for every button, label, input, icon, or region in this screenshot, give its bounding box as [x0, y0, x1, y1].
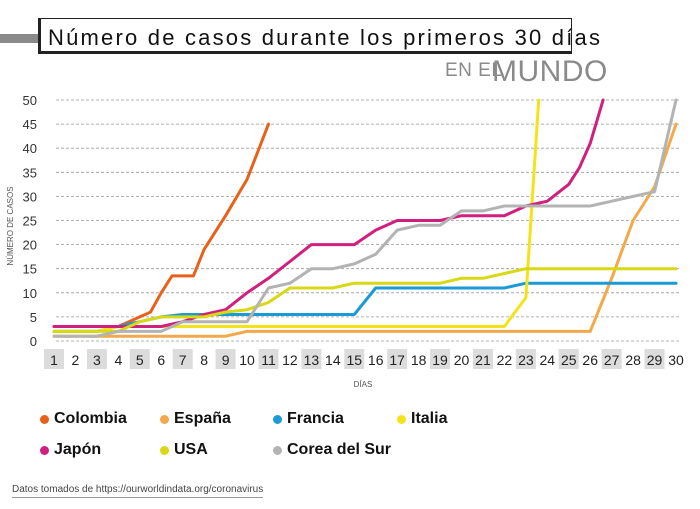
x-tick-label: 27 — [604, 352, 620, 368]
x-tick-label: 3 — [93, 352, 101, 368]
y-tick-label: 20 — [23, 238, 37, 253]
x-tick-label: 26 — [582, 352, 598, 368]
x-tick-shade — [258, 349, 279, 369]
legend-dot — [160, 414, 169, 424]
legend-item: USA — [160, 440, 208, 460]
x-tick-label: 22 — [497, 352, 513, 368]
legend-dot — [397, 414, 406, 424]
x-tick-label: 14 — [325, 352, 341, 368]
x-tick-label: 4 — [114, 352, 122, 368]
legend-dot — [40, 445, 49, 455]
title-accent-bar — [0, 34, 40, 43]
x-axis-label: DÍAS — [354, 380, 373, 389]
x-tick-shade — [172, 349, 193, 369]
y-tick-label: 10 — [23, 286, 37, 301]
x-tick-shade — [644, 349, 665, 369]
y-tick-label: 30 — [23, 189, 37, 204]
y-tick-label: 35 — [23, 165, 37, 180]
x-tick-shade — [430, 349, 451, 369]
title-frame — [38, 18, 572, 54]
legend-label: Italia — [411, 410, 448, 427]
y-tick-label: 15 — [23, 262, 37, 277]
x-tick-label: 9 — [222, 352, 230, 368]
x-tick-label: 8 — [200, 352, 208, 368]
x-tick-label: 15 — [346, 352, 362, 368]
x-tick-label: 17 — [389, 352, 405, 368]
x-tick-label: 25 — [561, 352, 577, 368]
series-line — [52, 98, 678, 338]
subtitle-main: MUNDO — [492, 55, 608, 88]
legend-label: USA — [174, 441, 208, 458]
legend-label: Colombia — [54, 410, 127, 427]
x-tick-label: 1 — [50, 352, 58, 368]
x-tick-label: 13 — [304, 352, 320, 368]
series-line — [52, 122, 270, 328]
x-tick-label: 16 — [368, 352, 384, 368]
y-axis-label: NÚMERO DE CASOS — [6, 186, 15, 265]
legend-item: Francia — [273, 409, 344, 429]
legend-label: Francia — [287, 410, 344, 427]
series-line — [52, 267, 678, 333]
y-tick-label: 40 — [23, 141, 37, 156]
x-tick-label: 12 — [282, 352, 298, 368]
x-tick-shade — [558, 349, 579, 369]
legend-dot — [160, 445, 169, 455]
source-note: Datos tomados de https://ourworldindata.… — [12, 484, 264, 498]
chart-title: Número de casos durante los primeros 30 … — [48, 25, 603, 50]
subtitle-prefix: EN EL — [445, 60, 503, 81]
x-tick-label: 30 — [668, 352, 684, 368]
legend-item: España — [160, 409, 231, 429]
x-tick-shade — [601, 349, 622, 369]
x-tick-label: 11 — [261, 352, 276, 368]
x-tick-shade — [44, 349, 64, 369]
y-tick-label: 45 — [23, 117, 37, 132]
legend-label: Corea del Sur — [287, 441, 392, 458]
x-tick-shade — [215, 349, 236, 369]
x-tick-shade — [86, 349, 107, 369]
x-tick-shade — [301, 349, 322, 369]
x-tick-label: 19 — [432, 352, 448, 368]
y-tick-label: 0 — [30, 334, 37, 349]
x-tick-label: 2 — [72, 352, 80, 368]
x-tick-label: 6 — [157, 352, 165, 368]
x-tick-label: 7 — [179, 352, 187, 368]
x-tick-shade — [472, 349, 493, 369]
x-tick-shade — [344, 349, 365, 369]
x-tick-shade — [515, 349, 536, 369]
y-tick-label: 25 — [23, 214, 37, 229]
series-line — [52, 98, 605, 328]
legend-item: Italia — [397, 409, 447, 429]
y-tick-label: 5 — [30, 310, 37, 325]
x-tick-shade — [387, 349, 408, 369]
legend-item: Colombia — [40, 409, 127, 429]
x-tick-label: 18 — [411, 352, 427, 368]
legend-label: España — [174, 410, 231, 427]
legend-dot — [273, 414, 282, 424]
series-line — [52, 281, 678, 333]
legend-dot — [40, 414, 49, 424]
x-tick-shade — [129, 349, 150, 369]
x-tick-label: 24 — [540, 352, 556, 368]
y-tick-label: 50 — [23, 93, 37, 108]
x-tick-label: 10 — [239, 352, 255, 368]
x-tick-label: 28 — [625, 352, 641, 368]
legend-dot — [273, 445, 282, 455]
legend-item: Corea del Sur — [273, 440, 391, 460]
x-tick-label: 29 — [647, 352, 663, 368]
legend-item: Japón — [40, 440, 101, 460]
x-tick-label: 21 — [475, 352, 491, 368]
x-tick-label: 23 — [518, 352, 534, 368]
series-line — [52, 122, 678, 338]
x-tick-label: 20 — [454, 352, 470, 368]
legend-label: Japón — [54, 441, 102, 458]
x-tick-label: 5 — [136, 352, 144, 368]
